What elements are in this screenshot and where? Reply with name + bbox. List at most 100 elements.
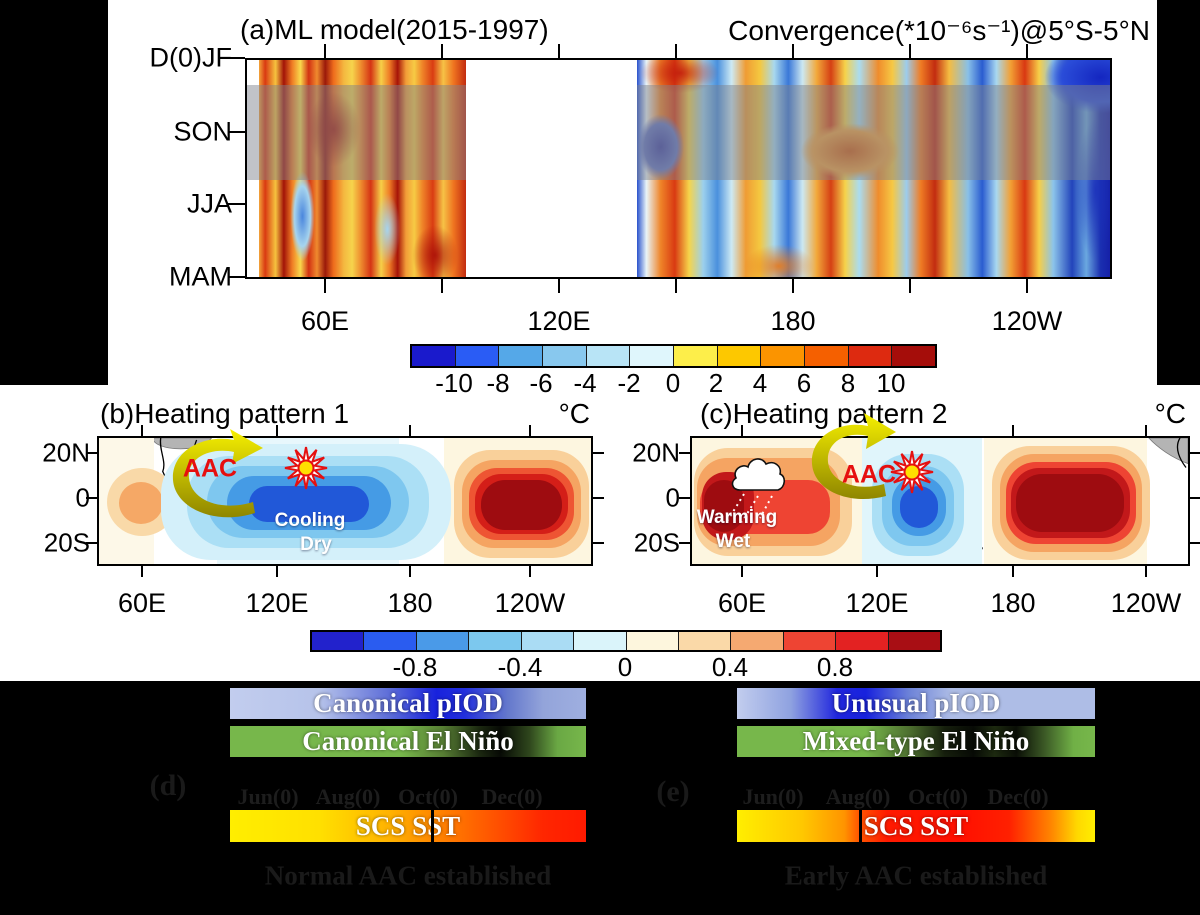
- colorbar-a-tick: -10: [435, 368, 473, 398]
- map-b-xlabel-120w: 120W: [494, 588, 566, 618]
- contour-layer: [1016, 474, 1124, 532]
- bar-canonical-elnino: Canonical El Niño: [230, 726, 586, 757]
- axis-tick: [1026, 44, 1028, 58]
- warming-label: Warming: [696, 507, 778, 528]
- axis-tick: [679, 497, 690, 499]
- axis-tick: [593, 497, 604, 499]
- colorbar-bc-tick: -0.4: [497, 652, 543, 682]
- son-highlight-band-right: [637, 85, 1110, 180]
- axis-tick: [1190, 542, 1200, 544]
- colorbar-a-tick: -6: [529, 368, 553, 398]
- colorbar-bc-tick: 0: [617, 652, 633, 682]
- colorbar-cell: [468, 632, 521, 650]
- axis-tick: [1012, 425, 1014, 436]
- colorbar-cell: [891, 346, 936, 366]
- bar-mixed-elnino-label: Mixed-type El Niño: [802, 726, 1030, 756]
- colorbar-cell: [412, 346, 455, 366]
- panel-a-subtitle: Convergence(*10⁻⁶s⁻¹)@5°S-5°N: [728, 15, 1150, 46]
- axis-tick: [276, 566, 278, 577]
- axis-tick: [593, 542, 604, 544]
- colorbar-cell: [730, 632, 783, 650]
- bar-canonical-piod-label: Canonical pIOD: [313, 688, 503, 718]
- wet-label: Wet: [715, 531, 751, 552]
- aac-label-b: AAC: [182, 454, 238, 483]
- y-label-mam: MAM: [169, 261, 232, 292]
- axis-tick: [1190, 452, 1200, 454]
- colorbar-cell: [454, 346, 499, 366]
- colorbar-bc: [310, 630, 942, 652]
- panel-d-label: (d): [149, 769, 187, 802]
- axis-tick: [558, 279, 560, 293]
- axis-tick: [1145, 425, 1147, 436]
- colorbar-cell: [363, 632, 416, 650]
- rain-cloud-icon: [727, 458, 786, 523]
- contour-layer: [900, 486, 938, 528]
- colorbar-bc-tick: 0.8: [816, 652, 854, 682]
- contour-layer: [119, 482, 163, 524]
- month-label: Aug(0): [825, 784, 891, 809]
- axis-tick: [324, 279, 326, 293]
- x-label-60e: 60E: [300, 306, 350, 336]
- bar-scs-sst-d: SCS SST: [230, 810, 586, 842]
- scs-transition-divider: [431, 810, 435, 842]
- caption-normal-aac: Normal AAC established: [264, 860, 552, 891]
- axis-tick: [675, 279, 677, 293]
- map-b-frame: [97, 436, 593, 566]
- map-c-ylabel-20n: 20N: [632, 437, 680, 468]
- colorbar-cell: [573, 632, 626, 650]
- bar-scs-sst-e-label: SCS SST: [863, 810, 969, 841]
- colorbar-bc-tick: 0.4: [711, 652, 749, 682]
- colorbar-cell: [782, 632, 836, 650]
- map-b: [99, 438, 591, 564]
- axis-tick: [228, 57, 245, 59]
- map-b-xlabel-60e: 60E: [117, 588, 167, 618]
- map-c-xlabel-60e: 60E: [717, 588, 767, 618]
- map-c-ylabel-0: 0: [665, 482, 680, 513]
- axis-tick: [1145, 566, 1147, 577]
- bar-canonical-elnino-label: Canonical El Niño: [302, 726, 514, 756]
- colorbar-cell: [542, 346, 586, 366]
- map-b-xlabel-180: 180: [387, 588, 433, 618]
- month-label: Aug(0): [315, 784, 381, 809]
- axis-tick: [228, 203, 245, 205]
- aac-arrow-icon: [172, 429, 263, 518]
- map-c-xlabel-180: 180: [990, 588, 1036, 618]
- colorbar-a-tick: 2: [708, 368, 724, 398]
- axis-tick: [441, 279, 443, 293]
- axis-tick: [141, 425, 143, 436]
- map-b-xlabel-120e: 120E: [245, 588, 309, 618]
- axis-tick: [409, 425, 411, 436]
- colorbar-cell: [415, 632, 469, 650]
- colorbar-cell: [625, 632, 678, 650]
- axis-tick: [909, 44, 911, 58]
- colorbar-a-tick: 0: [665, 368, 681, 398]
- axis-tick: [409, 566, 411, 577]
- bar-canonical-piod: Canonical pIOD: [230, 688, 586, 719]
- caption-early-aac: Early AAC established: [784, 860, 1048, 891]
- map-b-ylabel-0: 0: [75, 482, 90, 513]
- colorbar-bc-tick: -0.8: [392, 652, 438, 682]
- colorbar-cell: [804, 346, 848, 366]
- axis-tick: [909, 279, 911, 293]
- axis-tick: [792, 44, 794, 58]
- axis-tick: [276, 425, 278, 436]
- axis-tick: [679, 542, 690, 544]
- scs-transition-divider: [858, 810, 862, 842]
- month-label: Jun(0): [742, 784, 804, 809]
- son-highlight-band-left: [247, 85, 466, 180]
- bar-mixed-elnino: Mixed-type El Niño: [737, 726, 1095, 757]
- aac-label-c: AAC: [841, 460, 897, 489]
- x-label-120w: 120W: [991, 306, 1063, 336]
- map-c-xlabel-120w: 120W: [1110, 588, 1182, 618]
- colorbar-cell: [520, 632, 574, 650]
- panel-b-unit: °C: [558, 398, 590, 429]
- aac-arrow-icon: [811, 413, 896, 500]
- map-c-frame: [690, 436, 1190, 566]
- colorbar-a: [410, 344, 937, 368]
- axis-tick: [529, 425, 531, 436]
- panel-e-label: (e): [656, 775, 690, 808]
- map-c-ylabel-20s: 20S: [633, 527, 680, 558]
- colorbar-cell: [673, 346, 717, 366]
- colorbar-cell: [716, 346, 761, 366]
- y-label-djf: D(0)JF: [149, 42, 233, 73]
